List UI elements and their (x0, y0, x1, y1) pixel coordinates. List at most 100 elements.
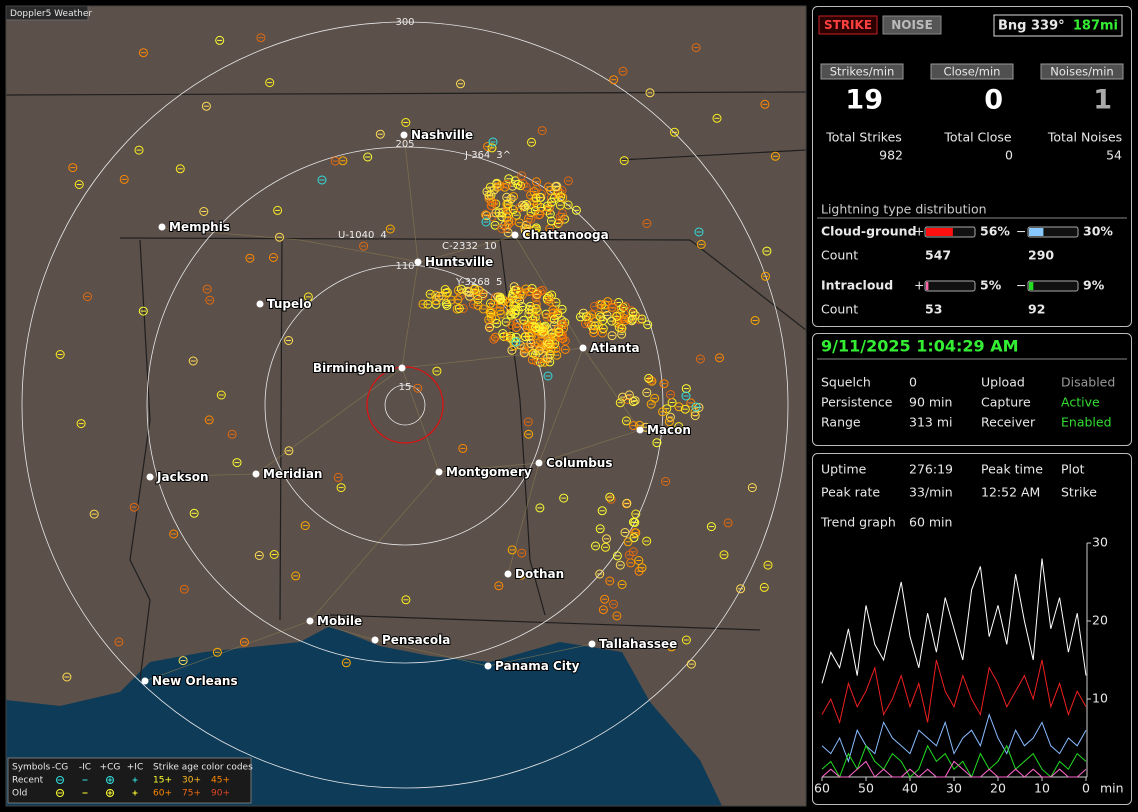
strike-ring (531, 356, 541, 366)
strike-ring (643, 320, 653, 330)
strike-symbol (528, 348, 538, 358)
strike-symbol (615, 398, 625, 408)
city-dot (636, 426, 644, 434)
strike-ring (528, 315, 538, 325)
strike-ring (642, 388, 652, 398)
strike-ring (607, 331, 617, 341)
strike-ring (524, 429, 534, 439)
city-label: Montgomery (446, 465, 532, 479)
strike-symbol (503, 228, 513, 238)
strike-symbol (526, 214, 536, 224)
strike-ring (500, 182, 510, 192)
strike-symbol (401, 118, 411, 127)
strike-ring (614, 298, 624, 307)
noise-button[interactable] (882, 15, 942, 35)
strike-ring (628, 397, 638, 407)
strike-ring (432, 366, 442, 376)
strike-symbol (628, 307, 638, 317)
strike-ring (674, 422, 684, 432)
rate-button[interactable] (930, 63, 1014, 80)
strike-symbol (501, 317, 511, 327)
strike-ring (525, 227, 535, 237)
strike-ring (542, 206, 552, 216)
strike-symbol (617, 324, 627, 333)
strike-symbol (495, 295, 505, 305)
strike-ring (74, 180, 84, 189)
strike-ring (715, 353, 724, 363)
strike-symbol (681, 635, 691, 645)
strike-symbol (617, 580, 627, 589)
strike-symbol (670, 127, 679, 137)
strike-button[interactable] (818, 15, 878, 35)
strike-symbol (658, 407, 668, 417)
strike-ring (470, 284, 480, 294)
rate-label[interactable]: Strikes/min (830, 65, 895, 79)
strike-ring (612, 551, 622, 561)
noise-button-label[interactable]: NOISE (891, 18, 933, 32)
strike-symbol (68, 163, 78, 173)
rate-label[interactable]: Noises/min (1050, 65, 1113, 79)
strike-ring (492, 318, 502, 328)
strike-button-label[interactable]: STRIKE (824, 18, 872, 32)
city-dot (579, 344, 587, 352)
strike-symbol (531, 304, 541, 314)
strike-ring (169, 529, 179, 539)
panel-frame (812, 333, 1132, 446)
strike-symbol (545, 209, 555, 219)
strike-ring (761, 271, 770, 281)
strike-symbol (114, 637, 124, 647)
strike-symbol (761, 271, 770, 281)
strike-ring (481, 217, 491, 227)
border (6, 91, 806, 96)
legend-symbol-icon (56, 776, 64, 784)
strike-symbol (265, 78, 275, 88)
rate-label[interactable]: Close/min (944, 65, 1001, 79)
strike-ring (506, 194, 516, 204)
strike-symbol (712, 113, 722, 123)
strike-ring (661, 477, 671, 486)
x-tick-label: 40 (902, 781, 918, 796)
legend-symbol-label: +CG (100, 763, 121, 773)
setting-cell: Enabled (1061, 415, 1112, 430)
strike-symbol (521, 220, 531, 230)
strike-symbol (456, 79, 465, 89)
strike-symbol (605, 576, 615, 586)
strike-ring (606, 494, 616, 504)
strike-symbol (456, 284, 466, 294)
strike-ring (458, 443, 468, 453)
strike-panel: STRIKE NOISE Bng 339° 187mi Strikes/min 1… (812, 6, 1132, 327)
rate-button[interactable] (820, 63, 904, 80)
strike-ring (631, 509, 641, 519)
strike-symbol (179, 584, 189, 594)
city-label: Panama City (495, 659, 580, 673)
city-label: Columbus (546, 456, 613, 470)
strike-symbol (681, 391, 691, 401)
legend-symbol-label: +IC (127, 763, 143, 773)
strike-ring (317, 175, 327, 185)
strike-ring (55, 350, 65, 359)
strike-symbol (227, 429, 237, 439)
range-ring-label: 110 (395, 261, 414, 272)
city-label: Tupelo (267, 297, 312, 311)
strike-ring (646, 375, 656, 385)
strike-symbol (507, 545, 517, 555)
strike-symbol (589, 328, 599, 338)
rate-button[interactable] (1040, 63, 1124, 80)
strike-symbol (531, 356, 541, 366)
x-tick-label: 50 (858, 781, 874, 796)
strike-symbol (719, 550, 729, 560)
strike-ring (609, 75, 619, 85)
strike-ring (560, 344, 570, 354)
strike-symbol (531, 323, 541, 333)
strike-symbol (300, 521, 310, 531)
strike-symbol (643, 320, 653, 330)
city-dot (435, 468, 443, 476)
strike-ring (527, 355, 537, 365)
strike-ring (473, 294, 483, 304)
strike-ring (456, 79, 465, 89)
strike-symbol (695, 354, 705, 364)
strike-ring (622, 498, 632, 508)
setting-cell: Squelch (821, 375, 871, 390)
strike-ring (490, 332, 500, 342)
strike-symbol (375, 129, 385, 139)
